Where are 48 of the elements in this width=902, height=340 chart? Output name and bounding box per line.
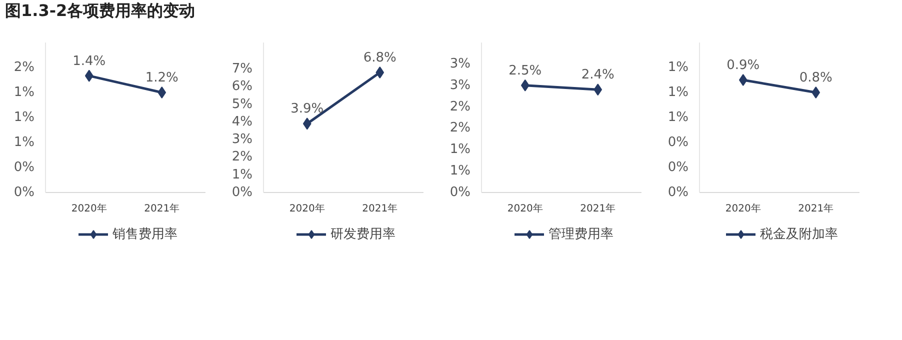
y-tick-label: 0% [450,185,470,200]
legend-label: 研发费用率 [330,226,396,243]
data-label: 3.9% [290,102,324,117]
y-tick-label: 3% [232,132,252,148]
x-tick-label: 2021年 [362,202,398,214]
chart-title: 图1.3-2各项费用率的变动 [5,0,196,22]
y-tick-label: 2% [14,60,34,75]
y-tick-label: 1% [668,60,688,75]
y-tick-label: 6% [232,79,252,94]
x-tick-label: 2021年 [798,202,834,214]
x-tick-label: 2020年 [725,202,761,214]
y-tick-label: 0% [14,160,34,175]
legend-label: 销售费用率 [112,226,178,243]
legend-label: 管理费用率 [548,226,614,243]
data-label: 0.9% [726,58,760,73]
y-tick-label: 3% [450,56,470,72]
legend-label: 税金及附加率 [760,226,838,243]
data-label: 2.4% [581,68,614,83]
y-tick-label: 1% [450,142,470,158]
y-tick-label: 0% [14,185,34,200]
x-tick-label: 2020年 [507,202,543,214]
data-label: 6.8% [363,50,396,66]
x-tick-label: 2021年 [144,202,180,214]
x-tick-label: 2020年 [289,202,325,214]
y-tick-label: 2% [450,99,470,114]
y-tick-label: 1% [14,135,34,150]
data-label: 0.8% [799,70,832,86]
y-tick-label: 1% [668,85,688,100]
data-label: 1.4% [72,54,106,69]
y-tick-label: 0% [668,160,688,175]
y-tick-label: 0% [668,135,688,150]
y-tick-label: 0% [232,185,252,200]
y-tick-label: 4% [232,114,252,130]
y-tick-label: 1% [232,167,252,182]
y-tick-label: 2% [232,150,252,165]
data-label: 1.2% [145,70,178,86]
x-tick-label: 2021年 [580,202,616,214]
y-tick-label: 2% [450,120,470,136]
y-tick-label: 0% [668,185,688,200]
y-tick-label: 1% [450,164,470,179]
y-tick-label: 1% [668,110,688,125]
y-tick-label: 1% [14,85,34,100]
y-tick-label: 7% [232,61,252,76]
y-tick-label: 5% [232,96,252,112]
y-tick-label: 1% [14,110,34,125]
data-label: 2.5% [508,63,542,78]
y-tick-label: 3% [450,78,470,93]
x-tick-label: 2020年 [71,202,107,214]
